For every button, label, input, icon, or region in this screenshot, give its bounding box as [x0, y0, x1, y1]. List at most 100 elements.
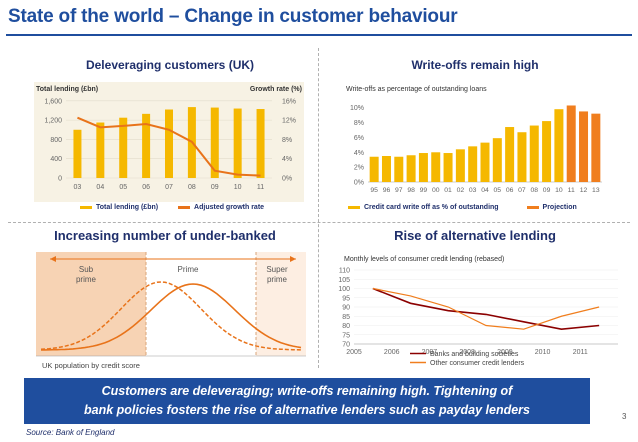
- segment-label-superprime: Super: [266, 265, 288, 274]
- y-tick-label: 85: [342, 314, 350, 321]
- series-line-1: [372, 287, 600, 330]
- slide-title: State of the world – Change in customer …: [8, 6, 458, 27]
- legend-swatch-projection: [526, 205, 539, 209]
- x-tick-label: 12: [580, 187, 588, 194]
- x-tick-label: 2010: [535, 349, 551, 356]
- x-tick-label: 02: [457, 187, 465, 194]
- writeoff-bar: [542, 121, 552, 182]
- q1-title: Deleveraging customers (UK): [85, 58, 255, 72]
- callout-line-2: bank policies fosters the rise of altern…: [83, 403, 530, 417]
- y-tick-label: 6%: [354, 135, 364, 142]
- chart-subtitle: Write-offs as percentage of outstanding …: [346, 86, 487, 93]
- writeoff-bar: [369, 156, 379, 182]
- y2-axis-title: Growth rate (%): [250, 86, 302, 93]
- lending-bar: [210, 107, 219, 178]
- writeoffs-chart: Write-offs as percentage of outstanding …: [338, 82, 608, 202]
- writeoff-bar: [492, 138, 502, 182]
- y-tick-label: 70: [342, 342, 350, 349]
- growth-rate-line: [77, 116, 261, 177]
- y-tick-label: 4%: [354, 150, 364, 157]
- legend-label-1: Other consumer credit lenders: [430, 360, 525, 367]
- writeoff-bar: [443, 153, 453, 182]
- y-tick-label: 100: [338, 286, 350, 293]
- lending-bar: [96, 122, 105, 178]
- arrow-right: [290, 256, 296, 262]
- x-tick-label: 08: [188, 184, 196, 191]
- arrow-left: [50, 256, 56, 262]
- x-tick-label: 11: [257, 184, 264, 191]
- writeoff-bar: [381, 156, 391, 182]
- y-tick-label: 400: [50, 156, 62, 163]
- legend-label-lending: Total lending (£bn): [96, 204, 159, 211]
- x-tick-label: 99: [420, 187, 428, 194]
- writeoff-bar: [480, 142, 490, 182]
- lending-chart: Total lending (£bn) Growth rate (%)040080…: [34, 82, 304, 202]
- legend-label-writeoff: Credit card write off as % of outstandin…: [364, 204, 499, 211]
- summary-callout: Customers are deleveraging; write-offs r…: [24, 378, 590, 424]
- x-tick-label: 07: [165, 184, 173, 191]
- lending-bar: [256, 109, 265, 178]
- x-tick-label: 96: [383, 187, 391, 194]
- x-tick-label: 10: [234, 184, 242, 191]
- lending-bar: [165, 109, 173, 178]
- writeoff-bar: [566, 105, 576, 182]
- y-tick-label: 75: [342, 332, 350, 339]
- y2-tick-label: 0%: [282, 176, 292, 183]
- legend-label-growth: Adjusted growth rate: [194, 204, 265, 211]
- distribution-curve-dashed: [40, 281, 302, 351]
- legend-label-projection: Projection: [542, 204, 577, 211]
- legend-swatch-lending: [80, 205, 92, 209]
- lending-bar: [119, 117, 128, 178]
- q2-title: Write-offs remain high: [411, 58, 539, 72]
- legend-swatch-writeoff: [348, 205, 360, 209]
- x-tick-label: 04: [96, 184, 104, 191]
- y-tick-label: 95: [342, 295, 350, 302]
- x-axis-label: UK population by credit score: [42, 361, 140, 370]
- x-tick-label: 2008: [459, 349, 475, 356]
- x-tick-label: 97: [395, 187, 403, 194]
- writeoff-bar: [431, 152, 441, 182]
- title-underline: [6, 34, 632, 36]
- y-tick-label: 110: [339, 268, 350, 275]
- x-tick-label: 06: [142, 184, 150, 191]
- x-tick-label: 13: [592, 187, 600, 194]
- lending-bar: [142, 113, 151, 178]
- writeoff-bar: [394, 156, 404, 182]
- writeoff-bar: [455, 149, 465, 182]
- x-tick-label: 06: [506, 187, 514, 194]
- writeoffs-legend: Credit card write off as % of outstandin…: [348, 204, 577, 211]
- page-number: 3: [622, 412, 627, 421]
- y-tick-label: 80: [342, 323, 350, 330]
- y-tick-label: 10%: [350, 105, 364, 112]
- writeoff-bar: [468, 146, 478, 182]
- y2-tick-label: 12%: [282, 118, 296, 125]
- prime-region: [146, 252, 256, 356]
- y-tick-label: 105: [338, 277, 350, 284]
- x-tick-label: 2006: [384, 349, 400, 356]
- writeoff-bar: [418, 153, 428, 182]
- x-tick-label: 05: [119, 184, 127, 191]
- y-tick-label: 90: [342, 305, 350, 312]
- q3-title: Increasing number of under-banked: [54, 228, 276, 243]
- x-tick-label: 09: [543, 187, 551, 194]
- segment-label-superprime-2: prime: [267, 275, 288, 284]
- alt-lending-chart: Monthly levels of consumer credit lendin…: [328, 252, 624, 376]
- x-tick-label: 2005: [346, 349, 362, 356]
- writeoff-bar: [517, 132, 527, 182]
- y2-tick-label: 16%: [282, 98, 296, 105]
- vertical-divider: [318, 48, 319, 368]
- y-tick-label: 1,600: [44, 98, 62, 105]
- writeoff-bar: [554, 109, 564, 182]
- x-tick-label: 08: [530, 187, 538, 194]
- lending-legend: Total lending (£bn) Adjusted growth rate: [80, 204, 264, 211]
- y2-tick-label: 8%: [282, 137, 292, 144]
- y-tick-label: 0: [58, 176, 62, 183]
- x-tick-label: 98: [407, 187, 415, 194]
- source-note: Source: Bank of England: [26, 428, 115, 437]
- x-tick-label: 04: [481, 187, 489, 194]
- x-tick-label: 09: [211, 184, 219, 191]
- x-tick-label: 01: [444, 187, 452, 194]
- chart-subtitle: Monthly levels of consumer credit lendin…: [344, 256, 504, 263]
- x-tick-label: 07: [518, 187, 526, 194]
- writeoff-bar: [591, 113, 601, 182]
